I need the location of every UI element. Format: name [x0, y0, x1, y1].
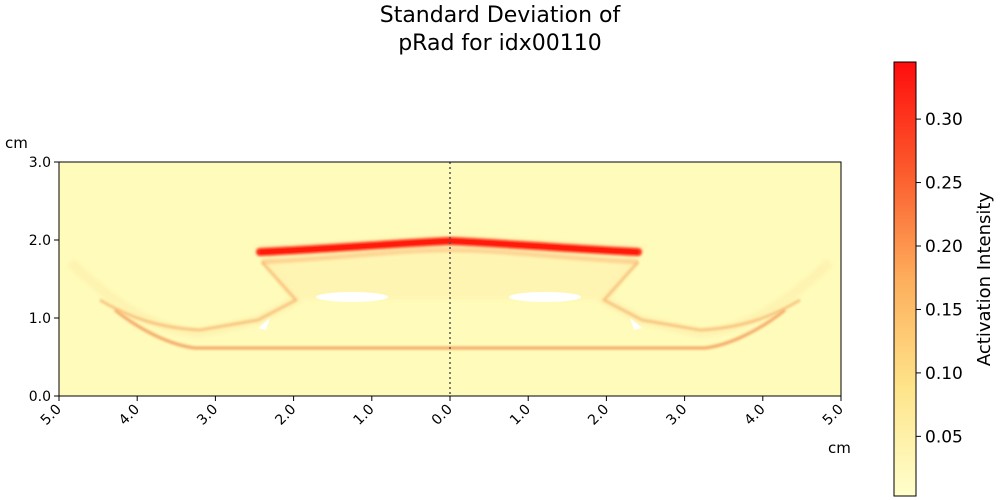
x-tick-label: 0.0	[429, 402, 456, 429]
heatmap-bowl-right	[602, 261, 801, 332]
x-tick-label: 1.0	[507, 402, 534, 429]
y-tick-label: 1.0	[29, 311, 51, 327]
x-tick-label: 2.0	[272, 402, 299, 429]
x-tick-label: 3.0	[663, 402, 690, 429]
colorbar-tick-label: 0.20	[925, 237, 963, 257]
chart-title: Standard Deviation of pRad for idx00110	[300, 2, 700, 58]
heatmap-gap-right	[509, 292, 581, 302]
heatmap-top-band-core	[260, 238, 638, 254]
heatmap-gap-left-small	[258, 318, 270, 330]
x-axis: 5.0 4.0 3.0 2.0 1.0 0.0 1.0 2.0 3.0 4.0 5.0	[38, 396, 847, 429]
heatmap-secondary-arc	[261, 247, 639, 265]
heatmap-gap-right-small	[630, 318, 642, 330]
chart-title-line1: Standard Deviation of	[379, 3, 621, 28]
heatmap-bowl-left	[99, 261, 298, 332]
colorbar-axis: 0.05 0.10 0.15 0.20 0.25 0.30	[916, 110, 963, 447]
x-tick-label: 4.0	[742, 402, 769, 429]
colorbar-tick-label: 0.05	[925, 427, 963, 447]
y-axis: 0.0 1.0 2.0 3.0	[29, 155, 59, 405]
y-tick-label: 0.0	[29, 389, 51, 405]
colorbar-tick-label: 0.10	[925, 364, 963, 384]
x-unit-label: cm	[828, 439, 851, 457]
y-unit-label: cm	[5, 134, 28, 152]
colorbar	[893, 61, 917, 497]
x-tick-label: 3.0	[194, 402, 221, 429]
colorbar-label: Activation Intensity	[974, 192, 995, 367]
heatmap-features	[66, 234, 834, 350]
chart-title-line2: pRad for idx00110	[398, 31, 602, 56]
x-tick-label: 5.0	[38, 402, 65, 429]
x-tick-label: 2.0	[585, 402, 612, 429]
x-tick-label: 1.0	[351, 402, 378, 429]
heatmap-gap-left	[316, 292, 388, 302]
y-tick-label: 2.0	[29, 233, 51, 249]
x-tick-label: 4.0	[116, 402, 143, 429]
colorbar-tick-label: 0.25	[925, 174, 963, 194]
x-tick-label: 5.0	[820, 402, 847, 429]
colorbar-tick-label: 0.15	[925, 300, 963, 320]
heatmap-plateau	[262, 250, 638, 300]
colorbar-tick-label: 0.30	[925, 110, 963, 130]
y-tick-label: 3.0	[29, 155, 51, 171]
